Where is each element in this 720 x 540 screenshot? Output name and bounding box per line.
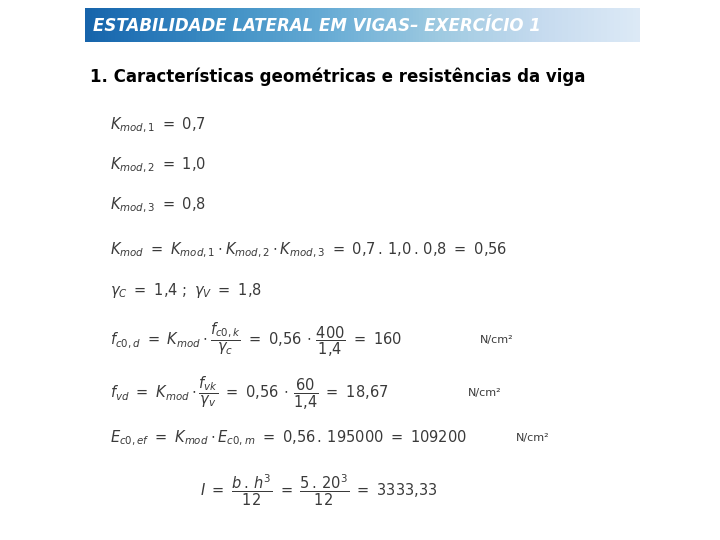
- Text: 1. Características geométricas e resistências da viga: 1. Características geométricas e resistê…: [90, 68, 585, 86]
- Text: ESTABILIDADE LATERAL EM VIGAS– EXERCÍCIO 1: ESTABILIDADE LATERAL EM VIGAS– EXERCÍCIO…: [93, 17, 541, 35]
- Text: N/cm²: N/cm²: [480, 335, 513, 345]
- Text: $K_{mod,1}\ =\ 0{,}7$: $K_{mod,1}\ =\ 0{,}7$: [110, 116, 206, 134]
- Text: N/cm²: N/cm²: [516, 433, 549, 443]
- Text: $\gamma_C\ =\ 1{,}4\ ;\ \gamma_V\ =\ 1{,}8$: $\gamma_C\ =\ 1{,}4\ ;\ \gamma_V\ =\ 1{,…: [110, 280, 262, 300]
- Text: $I\ =\ \dfrac{b\,.\,h^3}{12}\ =\ \dfrac{5\,.\,20^3}{12}\ =\ 3333{,}33$: $I\ =\ \dfrac{b\,.\,h^3}{12}\ =\ \dfrac{…: [200, 472, 438, 508]
- Text: $K_{mod}\ =\ K_{mod,1}\cdot K_{mod,2}\cdot K_{mod,3}\ =\ 0{,}7\,.\,1{,}0\,.\,0{,: $K_{mod}\ =\ K_{mod,1}\cdot K_{mod,2}\cd…: [110, 240, 508, 260]
- Text: $E_{c0,ef}\ =\ K_{mod}\cdot E_{c0,m}\ =\ 0{,}56\,.\,195000\ =\ 109200$: $E_{c0,ef}\ =\ K_{mod}\cdot E_{c0,m}\ =\…: [110, 428, 467, 448]
- Text: $f_{c0,d}\ =\ K_{mod}\cdot\dfrac{f_{c0,k}}{\gamma_c}\ =\ 0{,}56\,\cdot\,\dfrac{4: $f_{c0,d}\ =\ K_{mod}\cdot\dfrac{f_{c0,k…: [110, 321, 402, 359]
- Text: $K_{mod,3}\ =\ 0{,}8$: $K_{mod,3}\ =\ 0{,}8$: [110, 195, 206, 214]
- Text: N/cm²: N/cm²: [468, 388, 502, 398]
- Text: $f_{vd}\ =\ K_{mod}\cdot\dfrac{f_{vk}}{\gamma_v}\ =\ 0{,}56\,\cdot\,\dfrac{60}{1: $f_{vd}\ =\ K_{mod}\cdot\dfrac{f_{vk}}{\…: [110, 374, 389, 411]
- Text: $K_{mod,2}\ =\ 1{,}0$: $K_{mod,2}\ =\ 1{,}0$: [110, 156, 207, 174]
